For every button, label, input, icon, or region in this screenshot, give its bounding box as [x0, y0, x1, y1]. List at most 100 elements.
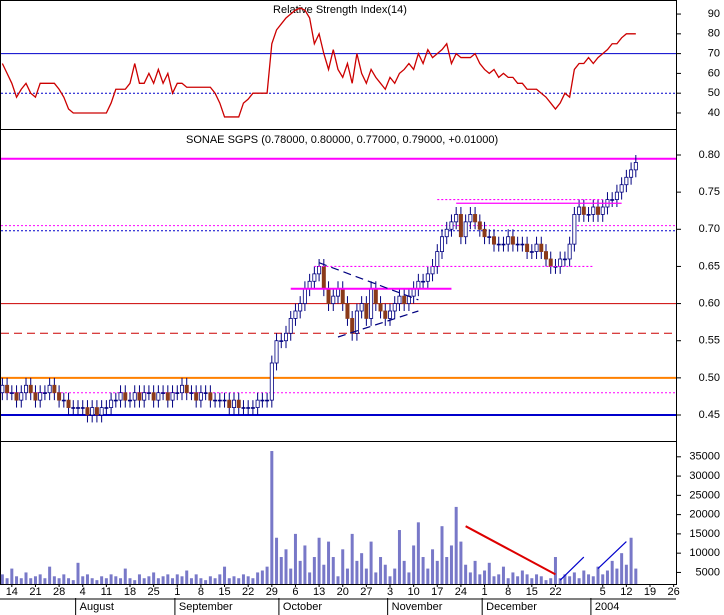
volume-bar — [402, 560, 406, 584]
candle-body — [458, 214, 463, 238]
candle-body — [520, 243, 525, 246]
candle-body — [487, 236, 492, 238]
volume-bar — [223, 566, 227, 584]
price-title: SONAE SGPS (0.78000, 0.80000, 0.77000, 0… — [186, 134, 498, 146]
candle-body — [501, 243, 506, 246]
candle-body — [529, 251, 534, 253]
candle-body — [312, 273, 317, 282]
candle-body — [142, 392, 147, 401]
candle-body — [369, 288, 374, 319]
volume-bar — [364, 568, 368, 584]
candle-body — [425, 273, 430, 282]
volume-bar — [412, 545, 416, 584]
volume-bar — [194, 574, 198, 584]
trend-line — [465, 525, 556, 576]
y-tick-label: 5000 — [696, 566, 720, 578]
candle-body — [52, 384, 57, 394]
volume-bar — [383, 564, 387, 584]
candle-body — [591, 206, 596, 215]
candle-body — [146, 392, 151, 394]
candle-body — [19, 392, 24, 401]
volume-bar — [265, 566, 269, 584]
volume-bar — [459, 541, 463, 584]
candle-body — [175, 392, 180, 394]
volume-bar — [137, 574, 141, 584]
candle-body — [255, 399, 260, 408]
candle-body — [165, 392, 170, 401]
volume-bar — [568, 576, 572, 584]
x-tick-label: 22 — [242, 586, 254, 598]
volume-bar — [256, 572, 260, 584]
volume-bar — [38, 574, 42, 584]
x-tick-label: 10 — [408, 586, 420, 598]
candle-body — [80, 407, 85, 409]
month-label: September — [179, 601, 233, 613]
volume-bar — [204, 580, 208, 584]
candle-body — [510, 236, 515, 245]
candle-body — [562, 258, 567, 261]
volume-bar — [535, 574, 539, 584]
volume-bar — [563, 574, 567, 584]
volume-bar — [544, 580, 548, 584]
candle-body — [577, 206, 582, 215]
trend-line — [597, 541, 627, 570]
volume-bar — [246, 576, 250, 584]
y-tick-label: 0.75 — [699, 186, 720, 198]
x-tick-label: 18 — [124, 586, 136, 598]
volume-bar — [128, 578, 132, 584]
y-tick-label: 10000 — [689, 547, 720, 559]
y-tick-label: 0.60 — [699, 297, 720, 309]
y-tick-label: 50 — [708, 87, 720, 99]
volume-bar — [610, 560, 614, 584]
x-tick-label: 14 — [6, 586, 18, 598]
candle-body — [515, 243, 520, 246]
volume-bar — [147, 576, 151, 584]
volume-bar — [487, 562, 491, 584]
candle-body — [411, 288, 416, 297]
volume-bar — [454, 506, 458, 584]
candle-body — [208, 392, 213, 401]
volume-bar — [48, 566, 52, 584]
candle-body — [151, 392, 156, 401]
x-tick-label: 8 — [198, 586, 204, 598]
y-tick-label: 35000 — [689, 451, 720, 463]
candle-body — [194, 392, 199, 401]
candle-body — [558, 258, 563, 267]
candle-body — [184, 384, 189, 394]
volume-bar — [43, 578, 47, 584]
volume-bar — [492, 576, 496, 584]
volume-bar — [629, 537, 633, 584]
volume-bar — [52, 576, 56, 584]
y-tick-label: 30000 — [689, 470, 720, 482]
candle-body — [496, 243, 501, 246]
volume-bar — [119, 578, 123, 584]
volume-bar — [95, 580, 99, 584]
candle-body — [288, 318, 293, 334]
candle-body — [104, 407, 109, 409]
candle-body — [28, 384, 33, 394]
candle-body — [109, 399, 114, 408]
candle-body — [23, 384, 28, 394]
volume-bar — [279, 557, 283, 584]
volume-bar — [19, 578, 23, 584]
volume-bar — [90, 578, 94, 584]
candle-body — [94, 407, 99, 416]
candle-body — [0, 384, 5, 394]
volume-bar — [506, 578, 510, 584]
volume-bar — [549, 578, 553, 584]
candle-body — [572, 214, 577, 245]
volume-bar — [407, 572, 411, 584]
volume-bar — [142, 578, 146, 584]
candle-body — [364, 303, 369, 319]
volume-bar — [275, 537, 279, 584]
volume-bar — [29, 578, 33, 584]
volume-bar — [464, 564, 468, 584]
volume-bar — [308, 572, 312, 584]
volume-bar — [620, 553, 624, 584]
month-label: 2004 — [595, 601, 619, 613]
candle-body — [421, 280, 426, 283]
candle-body — [586, 214, 591, 216]
volume-bar — [577, 578, 581, 584]
y-tick-label: 15000 — [689, 528, 720, 540]
volume-bar — [473, 560, 477, 584]
